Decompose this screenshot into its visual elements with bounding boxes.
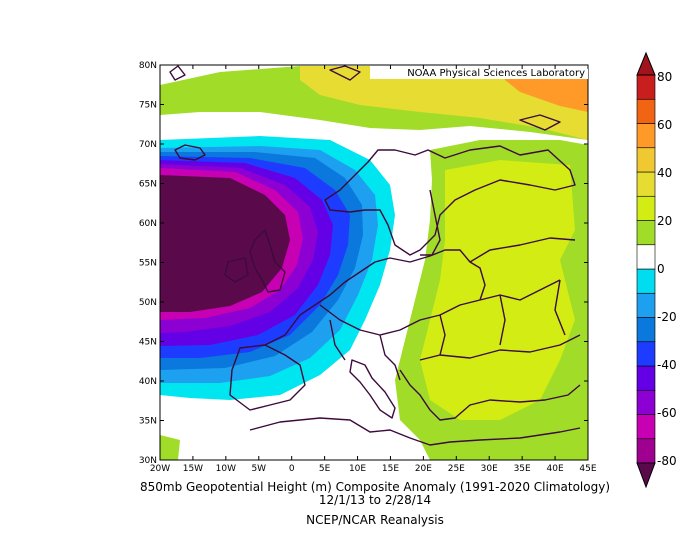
- contour-minus-80: [160, 175, 290, 312]
- lon-label: 25E: [448, 464, 465, 474]
- lat-label: 80N: [139, 61, 157, 71]
- contour-plus-30: [420, 160, 575, 420]
- colorbar-segment: [636, 123, 656, 149]
- lon-label: 0: [289, 464, 295, 474]
- colorbar-min-arrow: [636, 462, 656, 489]
- lon-label: 5E: [319, 464, 331, 474]
- colorbar-segment: [636, 244, 656, 270]
- lat-label: 70N: [139, 140, 157, 150]
- lon-label: 15W: [183, 464, 203, 474]
- colorbar-label: -80: [657, 454, 677, 468]
- colorbar-segment: [636, 147, 656, 173]
- colorbar-label: 80: [657, 70, 672, 84]
- colorbar-label: 60: [657, 118, 672, 132]
- lon-label: 40E: [547, 464, 564, 474]
- lat-label: 50N: [139, 298, 157, 308]
- colorbar-label: 20: [657, 214, 672, 228]
- longitude-labels: 20W 15W 10W 5W 0 5E 10E 15E 20E 25E 30E 35E 40E 45E: [150, 464, 597, 474]
- lon-label: 15E: [382, 464, 399, 474]
- latitude-labels: 80N 75N 70N 65N 60N 55N 50N 45N 40N 35N 30N: [139, 61, 157, 466]
- contour-plus-20-sw: [160, 435, 180, 460]
- colorbar-segment: [636, 317, 656, 343]
- lat-label: 60N: [139, 219, 157, 229]
- coastlines: [169, 65, 581, 446]
- lon-label: 10E: [349, 464, 366, 474]
- colorbar-segment: [636, 220, 656, 246]
- colorbar-label: -40: [657, 358, 677, 372]
- credit-box: [370, 66, 588, 79]
- lon-label: 35E: [514, 464, 531, 474]
- lat-label: 35N: [139, 417, 157, 427]
- colorbar-label: 0: [657, 262, 665, 276]
- lat-label: 55N: [139, 259, 157, 269]
- colorbar-label: -20: [657, 310, 677, 324]
- axis-ticks: [159, 64, 589, 461]
- lon-label: 45E: [579, 464, 596, 474]
- colorbar-segment: [636, 292, 656, 318]
- colorbar-max-arrow: [636, 51, 656, 76]
- caption-title: 850mb Geopotential Height (m) Composite …: [139, 480, 610, 494]
- lat-label: 40N: [139, 377, 157, 387]
- lon-label: 10W: [216, 464, 236, 474]
- colorbar-segment: [636, 389, 656, 415]
- lat-label: 30N: [139, 456, 157, 466]
- colorbar-label: 40: [657, 166, 672, 180]
- lon-label: 5W: [251, 464, 266, 474]
- credit-text: NOAA Physical Sciences Laboratory: [407, 68, 585, 79]
- colorbar-segment: [636, 171, 656, 197]
- caption-source: NCEP/NCAR Reanalysis: [306, 513, 444, 527]
- colorbar-segment: [636, 195, 656, 221]
- colorbar-label: -60: [657, 406, 677, 420]
- lon-label: 30E: [481, 464, 498, 474]
- colorbar: 80 60 40 20 0 -20 -40 -60 -80: [636, 51, 677, 489]
- colorbar-segment: [636, 98, 656, 124]
- colorbar-segment: [636, 438, 656, 464]
- colorbar-segment: [636, 365, 656, 391]
- lon-label: 20E: [415, 464, 432, 474]
- colorbar-segment: [636, 341, 656, 367]
- colorbar-segment: [636, 74, 656, 100]
- colorbar-segment: [636, 414, 656, 440]
- caption-dates: 12/1/13 to 2/28/14: [318, 493, 432, 507]
- colorbar-segment: [636, 268, 656, 294]
- lon-label: 20W: [150, 464, 170, 474]
- lat-label: 45N: [139, 338, 157, 348]
- anomaly-field: [160, 65, 588, 460]
- lat-label: 75N: [139, 101, 157, 111]
- lat-label: 65N: [139, 180, 157, 190]
